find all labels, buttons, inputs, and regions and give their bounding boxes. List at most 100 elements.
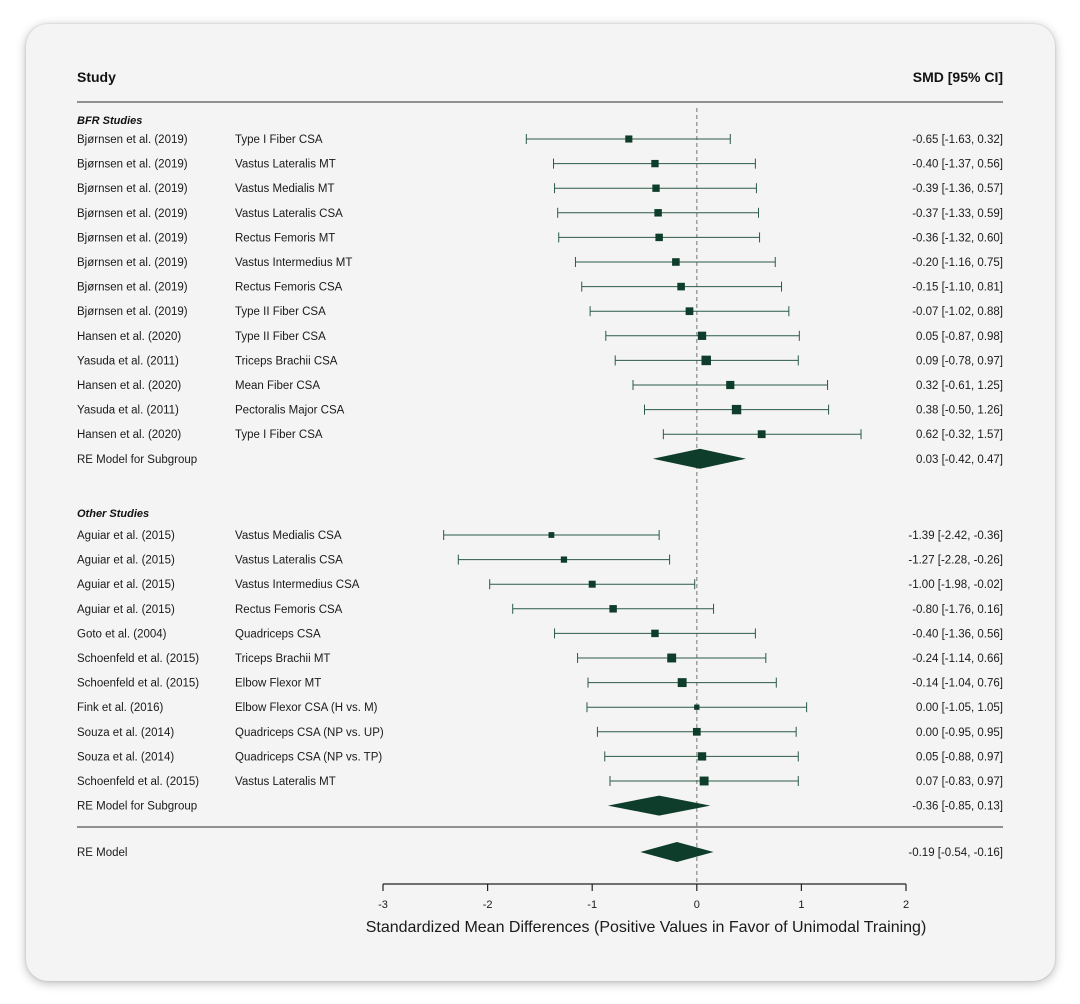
smd-ci-label: 0.32 [-0.61, 1.25] [916,380,1003,392]
smd-ci-label: 0.00 [-1.05, 1.05] [916,702,1003,714]
point-estimate-marker [694,704,700,710]
study-name: Schoenfeld et al. (2015) [77,678,199,690]
study-name: Hansen et al. (2020) [77,429,181,441]
smd-ci-label: -0.24 [-1.14, 0.66] [912,653,1003,665]
smd-ci-label: 0.05 [-0.87, 0.98] [916,331,1003,343]
smd-ci-label: -0.07 [-1.02, 0.88] [912,306,1003,318]
point-estimate-marker [677,282,685,291]
outcome-name: Rectus Femoris CSA [235,604,343,616]
smd-ci-label: 0.09 [-0.78, 0.97] [916,355,1003,367]
point-estimate-marker [685,307,694,316]
point-estimate-marker [672,258,680,266]
point-estimate-marker [726,380,735,390]
point-estimate-marker [757,430,766,439]
smd-ci-label: 0.05 [-0.88, 0.97] [916,751,1003,763]
x-tick-label: 0 [694,899,700,911]
outcome-name: Triceps Brachii MT [235,653,330,665]
subgroup-summary-diamond [652,448,746,469]
x-tick-label: 2 [903,899,909,911]
study-name: Bjørnsen et al. (2019) [77,282,188,294]
study-name: Bjørnsen et al. (2019) [77,208,188,220]
x-axis-label: Standardized Mean Differences (Positive … [366,919,927,936]
study-name: Goto et al. (2004) [77,628,167,640]
smd-ci-label: -1.39 [-2.42, -0.36] [908,530,1003,542]
point-estimate-marker [625,135,633,143]
smd-ci-label: -0.20 [-1.16, 0.75] [912,257,1003,269]
smd-ci-label: -1.27 [-2.28, -0.26] [908,555,1003,567]
study-name: Yasuda et al. (2011) [77,355,179,367]
summary-label: RE Model for Subgroup [77,454,197,466]
outcome-name: Vastus Lateralis CSA [235,555,343,567]
outcome-name: Vastus Lateralis MT [235,776,336,788]
smd-ci-label: -0.40 [-1.36, 0.56] [912,628,1003,640]
outcome-name: Pectoralis Major CSA [235,405,345,417]
study-name: Bjørnsen et al. (2019) [77,257,188,269]
outcome-name: Type II Fiber CSA [235,306,326,318]
smd-ci-label: 0.38 [-0.50, 1.26] [916,405,1003,417]
point-estimate-marker [651,159,659,168]
study-name: Fink et al. (2016) [77,702,163,714]
header-study: Study [77,69,116,85]
point-estimate-marker [655,233,663,242]
group-title-bfr: BFR Studies [77,115,142,127]
study-name: Schoenfeld et al. (2015) [77,653,199,665]
study-name: Bjørnsen et al. (2019) [77,159,188,171]
point-estimate-marker [652,184,660,192]
study-name: Aguiar et al. (2015) [77,604,175,616]
outcome-name: Rectus Femoris CSA [235,282,343,294]
study-name: Hansen et al. (2020) [77,380,181,392]
point-estimate-marker [651,629,659,638]
point-estimate-marker [701,355,711,366]
study-name: Bjørnsen et al. (2019) [77,134,188,146]
x-tick-label: 1 [798,899,804,911]
header-smd: SMD [95% CI] [913,69,1003,85]
outcome-name: Vastus Medialis CSA [235,530,342,542]
outcome-name: Vastus Medialis MT [235,183,334,195]
point-estimate-marker [677,678,687,688]
smd-ci-label: -0.39 [-1.36, 0.57] [912,183,1003,195]
outcome-name: Rectus Femoris MT [235,232,335,244]
group-title-other: Other Studies [77,508,149,520]
study-name: Hansen et al. (2020) [77,331,181,343]
point-estimate-marker [697,752,707,761]
smd-ci-label: 0.00 [-0.95, 0.95] [916,727,1003,739]
point-estimate-marker [654,209,662,217]
outcome-name: Quadriceps CSA [235,628,321,640]
smd-ci-label: -0.37 [-1.33, 0.59] [912,208,1003,220]
study-name: Aguiar et al. (2015) [77,530,175,542]
study-name: Bjørnsen et al. (2019) [77,232,188,244]
summary-smd-ci-label: -0.19 [-0.54, -0.16] [908,847,1003,859]
smd-ci-label: 0.07 [-0.83, 0.97] [916,776,1003,788]
outcome-name: Mean Fiber CSA [235,380,320,392]
smd-ci-label: -0.36 [-1.32, 0.60] [912,232,1003,244]
forest-plot-card [26,24,1055,981]
summary-smd-ci-label: 0.03 [-0.42, 0.47] [916,454,1003,466]
overall-summary-diamond [640,842,714,862]
outcome-name: Triceps Brachii CSA [235,355,338,367]
outcome-name: Type I Fiber CSA [235,429,323,441]
study-name: Aguiar et al. (2015) [77,555,175,567]
summary-label: RE Model for Subgroup [77,801,197,813]
study-name: Yasuda et al. (2011) [77,405,179,417]
outcome-name: Elbow Flexor CSA (H vs. M) [235,702,378,714]
smd-ci-label: 0.62 [-0.32, 1.57] [916,429,1003,441]
outcome-name: Type II Fiber CSA [235,331,326,343]
outcome-name: Elbow Flexor MT [235,678,321,690]
study-name: Souza et al. (2014) [77,751,174,763]
smd-ci-label: -0.80 [-1.76, 0.16] [912,604,1003,616]
outcome-name: Vastus Lateralis CSA [235,208,343,220]
study-name: Aguiar et al. (2015) [77,579,175,591]
smd-ci-label: -1.00 [-1.98, -0.02] [908,579,1003,591]
study-name: Bjørnsen et al. (2019) [77,306,188,318]
smd-ci-label: -0.15 [-1.10, 0.81] [912,282,1003,294]
outcome-name: Quadriceps CSA (NP vs. UP) [235,727,384,739]
summary-label: RE Model [77,847,128,859]
point-estimate-marker [588,580,596,588]
smd-ci-label: -0.14 [-1.04, 0.76] [912,678,1003,690]
outcome-name: Type I Fiber CSA [235,134,323,146]
smd-ci-label: -0.40 [-1.37, 0.56] [912,159,1003,171]
point-estimate-marker [699,776,709,786]
smd-ci-label: -0.65 [-1.63, 0.32] [912,134,1003,146]
study-name: Bjørnsen et al. (2019) [77,183,188,195]
